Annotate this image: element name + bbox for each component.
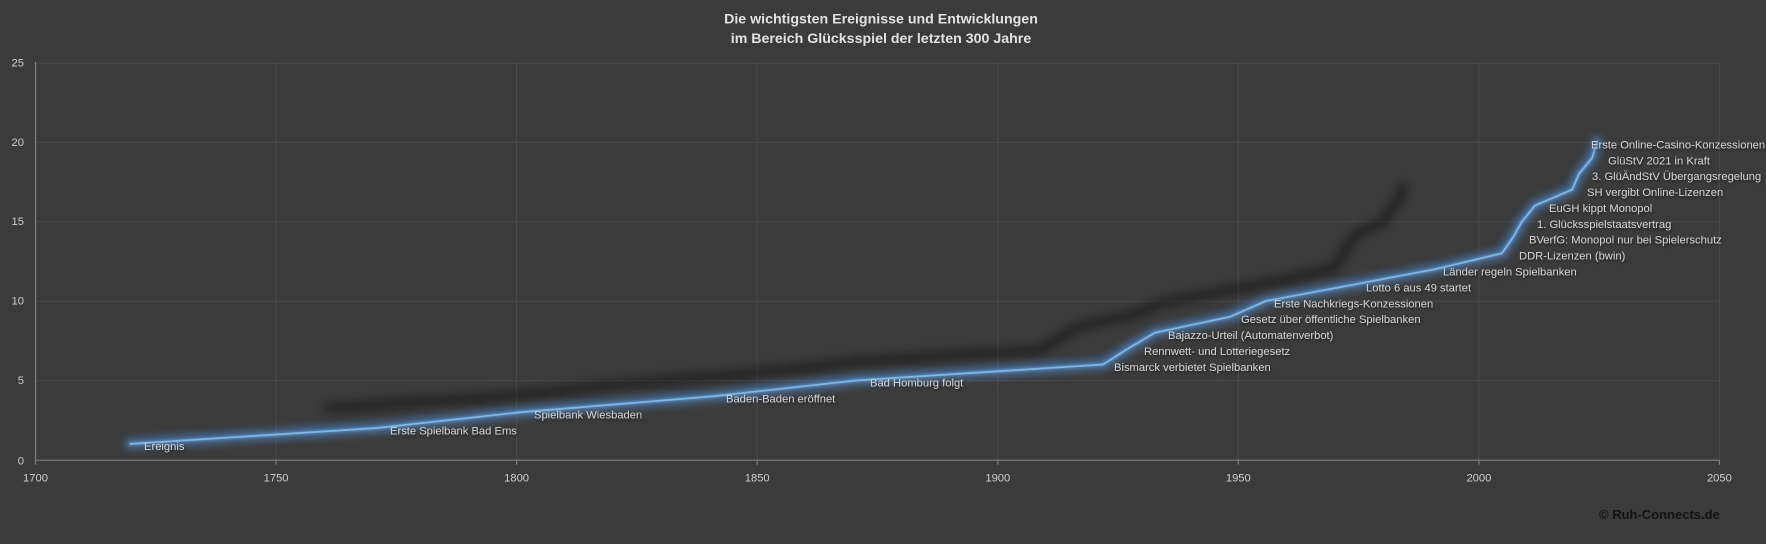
- svg-text:1. Glücksspielstaatsvertrag: 1. Glücksspielstaatsvertrag: [1537, 219, 1671, 231]
- svg-text:Bad Homburg folgt: Bad Homburg folgt: [870, 378, 964, 390]
- svg-text:Lotto 6 aus 49 startet: Lotto 6 aus 49 startet: [1366, 282, 1472, 294]
- svg-text:1700: 1700: [23, 473, 48, 485]
- svg-text:Erste Online-Casino-Konzession: Erste Online-Casino-Konzessionen: [1591, 139, 1765, 151]
- svg-text:SH vergibt Online-Lizenzen: SH vergibt Online-Lizenzen: [1587, 187, 1723, 199]
- svg-text:15: 15: [12, 216, 24, 228]
- svg-text:2000: 2000: [1466, 473, 1491, 485]
- svg-text:Bajazzo-Urteil (Automatenverbo: Bajazzo-Urteil (Automatenverbot): [1168, 330, 1334, 342]
- svg-text:1950: 1950: [1226, 473, 1251, 485]
- svg-text:© Ruh-Connects.de: © Ruh-Connects.de: [1599, 507, 1720, 522]
- svg-text:10: 10: [12, 296, 24, 308]
- svg-text:Erste Nachkriegs-Konzessionen: Erste Nachkriegs-Konzessionen: [1274, 298, 1433, 310]
- svg-text:Gesetz über öffentliche Spielb: Gesetz über öffentliche Spielbanken: [1241, 314, 1421, 326]
- svg-text:Spielbank Wiesbaden: Spielbank Wiesbaden: [534, 410, 642, 422]
- svg-text:1750: 1750: [264, 473, 289, 485]
- svg-text:im Bereich Glücksspiel der let: im Bereich Glücksspiel der letzten 300 J…: [731, 31, 1032, 47]
- svg-text:2050: 2050: [1707, 473, 1732, 485]
- svg-text:0: 0: [18, 456, 24, 468]
- svg-text:1850: 1850: [745, 473, 770, 485]
- svg-text:5: 5: [18, 375, 24, 387]
- svg-text:25: 25: [12, 58, 24, 70]
- svg-text:1800: 1800: [504, 473, 529, 485]
- svg-text:Bismarck verbietet Spielbanken: Bismarck verbietet Spielbanken: [1114, 362, 1271, 374]
- svg-text:Länder regeln Spielbanken: Länder regeln Spielbanken: [1443, 267, 1577, 279]
- svg-text:Erste Spielbank Bad Ems: Erste Spielbank Bad Ems: [390, 425, 517, 437]
- svg-text:EuGH kippt Monopol: EuGH kippt Monopol: [1549, 203, 1652, 215]
- svg-text:GlüStV 2021 in Kraft: GlüStV 2021 in Kraft: [1608, 155, 1711, 167]
- svg-text:Baden-Baden eröffnet: Baden-Baden eröffnet: [726, 394, 836, 406]
- svg-text:DDR-Lizenzen (bwin): DDR-Lizenzen (bwin): [1519, 251, 1626, 263]
- svg-text:20: 20: [12, 137, 24, 149]
- svg-text:3. GlüÄndStV Übergangsregelung: 3. GlüÄndStV Übergangsregelung: [1592, 171, 1761, 183]
- svg-text:1900: 1900: [985, 473, 1010, 485]
- svg-text:Rennwett- und Lotteriegesetz: Rennwett- und Lotteriegesetz: [1144, 346, 1291, 358]
- svg-text:Ereignis: Ereignis: [144, 441, 185, 453]
- svg-text:Die wichtigsten Ereignisse und: Die wichtigsten Ereignisse und Entwicklu…: [724, 12, 1038, 28]
- svg-text:BVerfG: Monopol nur bei Spiele: BVerfG: Monopol nur bei Spielerschutz: [1529, 235, 1722, 247]
